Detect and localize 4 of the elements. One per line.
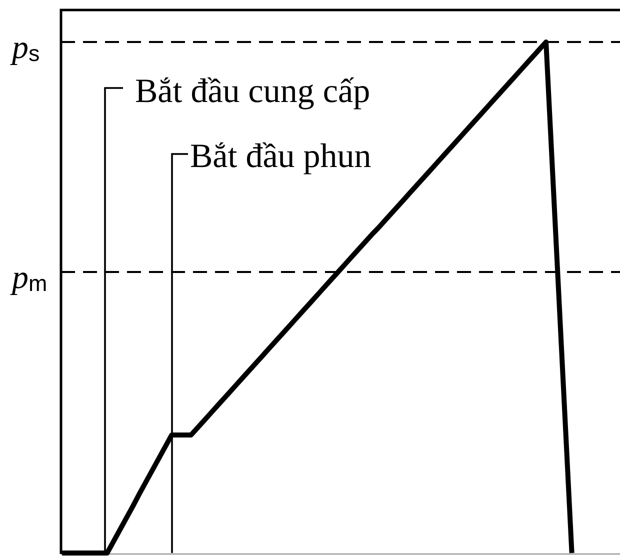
- annotation: Bắt đầu phun: [190, 138, 372, 175]
- ref-line-label: p$_{s}$: [10, 30, 40, 66]
- annotation: Bắt đầu cung cấp: [135, 73, 370, 110]
- ref-line-label: p$_{m}$: [10, 260, 48, 296]
